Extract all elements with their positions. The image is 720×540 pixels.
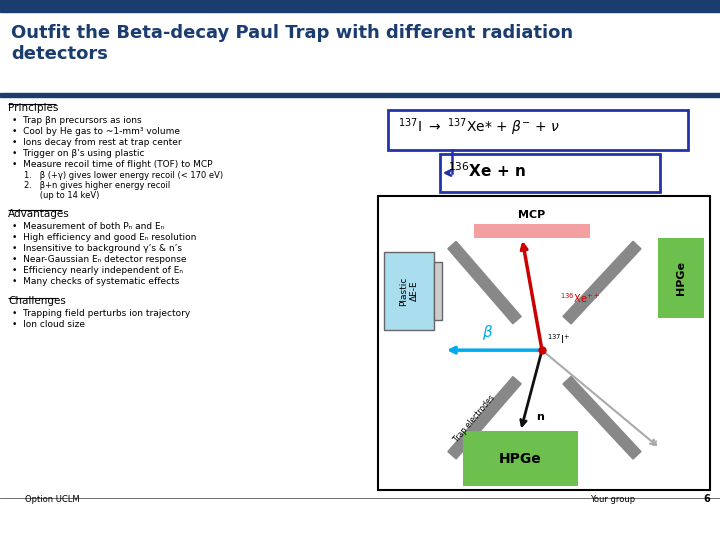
Text: Trap electrodes: Trap electrodes: [451, 393, 496, 444]
Text: 2.   β+n gives higher energy recoil: 2. β+n gives higher energy recoil: [24, 181, 170, 190]
Text: •  Cool by He gas to ~1-mm³ volume: • Cool by He gas to ~1-mm³ volume: [12, 127, 180, 136]
Text: $\nu$: $\nu$: [650, 438, 658, 448]
Text: •  Efficiency nearly independent of Eₙ: • Efficiency nearly independent of Eₙ: [12, 266, 183, 275]
Text: $^{137}$I $\rightarrow$ $^{137}$Xe* + $\beta^{-}$ + $\nu$: $^{137}$I $\rightarrow$ $^{137}$Xe* + $\…: [398, 117, 560, 138]
Bar: [388, 110, 688, 150]
Polygon shape: [448, 376, 521, 459]
Text: •  Near-Gaussian Eₙ detector response: • Near-Gaussian Eₙ detector response: [12, 255, 186, 264]
Text: Challenges: Challenges: [8, 296, 66, 306]
Bar: [658, 238, 704, 318]
Text: $^{137}$I$^{+}$: $^{137}$I$^{+}$: [547, 332, 570, 346]
Text: Option UCLM: Option UCLM: [25, 495, 80, 504]
Text: •  Measure recoil time of flight (TOF) to MCP: • Measure recoil time of flight (TOF) to…: [12, 160, 212, 169]
Bar: [463, 431, 578, 487]
Text: •  Many checks of systematic effects: • Many checks of systematic effects: [12, 277, 179, 286]
Text: Plastic
ΔE-E: Plastic ΔE-E: [400, 276, 419, 306]
Bar: [440, 154, 660, 192]
Text: •  Ion cloud size: • Ion cloud size: [12, 320, 85, 329]
Text: •  High efficiency and good Eₙ resolution: • High efficiency and good Eₙ resolution: [12, 233, 197, 242]
Text: Outfit the Beta-decay Paul Trap with different radiation
detectors: Outfit the Beta-decay Paul Trap with dif…: [11, 24, 573, 63]
Polygon shape: [448, 241, 521, 323]
Text: •  Measurement of both Pₙ and Eₙ: • Measurement of both Pₙ and Eₙ: [12, 222, 164, 231]
Polygon shape: [563, 241, 641, 324]
Polygon shape: [563, 376, 641, 459]
Bar: [0, 0, 720, 12]
Text: 1.   β (+γ) gives lower energy recoil (< 170 eV): 1. β (+γ) gives lower energy recoil (< 1…: [24, 171, 223, 180]
Text: •  Trigger on β’s using plastic: • Trigger on β’s using plastic: [12, 149, 145, 158]
Bar: [0, 93, 720, 97]
Bar: [434, 262, 442, 320]
Text: •  Insensitive to background γ’s & n’s: • Insensitive to background γ’s & n’s: [12, 244, 182, 253]
Text: •  Trap βn precursors as ions: • Trap βn precursors as ions: [12, 116, 142, 125]
Text: 6: 6: [703, 495, 710, 504]
Text: $^{136}$Xe + n: $^{136}$Xe + n: [448, 161, 526, 180]
Text: $\beta$: $\beta$: [482, 323, 493, 342]
Text: MCP: MCP: [518, 210, 546, 220]
Bar: [384, 252, 434, 330]
Text: HPGe: HPGe: [676, 261, 686, 295]
Text: Your group: Your group: [590, 495, 635, 504]
Text: •  Ions decay from rest at trap center: • Ions decay from rest at trap center: [12, 138, 181, 147]
Bar: [378, 196, 710, 490]
Text: $^{136}$Xe$^{++}$: $^{136}$Xe$^{++}$: [560, 291, 600, 305]
Text: n: n: [536, 412, 544, 422]
Text: (up to 14 keV): (up to 14 keV): [24, 191, 99, 200]
Bar: [474, 224, 590, 238]
Text: •  Trapping field perturbs ion trajectory: • Trapping field perturbs ion trajectory: [12, 309, 190, 318]
Text: Principles: Principles: [8, 103, 58, 113]
Text: Advantages: Advantages: [8, 209, 70, 219]
Text: HPGe: HPGe: [499, 452, 542, 466]
